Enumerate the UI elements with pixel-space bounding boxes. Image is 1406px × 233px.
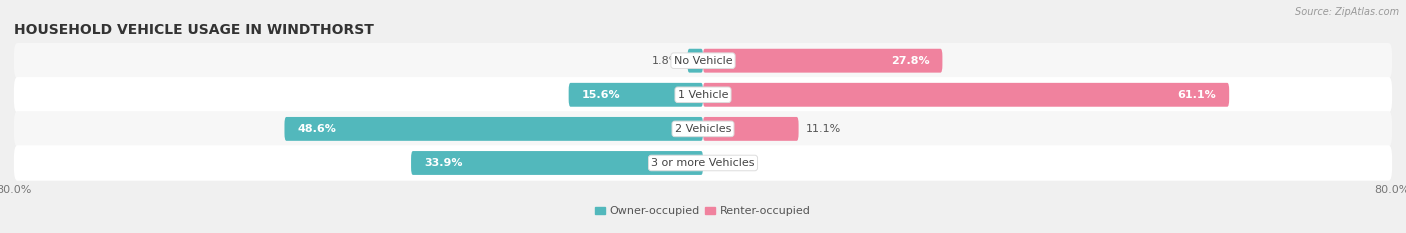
Text: 33.9%: 33.9% — [425, 158, 463, 168]
Text: No Vehicle: No Vehicle — [673, 56, 733, 66]
Text: HOUSEHOLD VEHICLE USAGE IN WINDTHORST: HOUSEHOLD VEHICLE USAGE IN WINDTHORST — [14, 23, 374, 37]
Text: 0.0%: 0.0% — [710, 158, 738, 168]
Text: 61.1%: 61.1% — [1177, 90, 1216, 100]
FancyBboxPatch shape — [14, 43, 1392, 79]
Text: 1 Vehicle: 1 Vehicle — [678, 90, 728, 100]
FancyBboxPatch shape — [703, 49, 942, 73]
Text: Source: ZipAtlas.com: Source: ZipAtlas.com — [1295, 7, 1399, 17]
FancyBboxPatch shape — [284, 117, 703, 141]
FancyBboxPatch shape — [703, 117, 799, 141]
Text: 48.6%: 48.6% — [298, 124, 336, 134]
FancyBboxPatch shape — [703, 83, 1229, 107]
Text: 15.6%: 15.6% — [582, 90, 620, 100]
FancyBboxPatch shape — [14, 111, 1392, 147]
FancyBboxPatch shape — [568, 83, 703, 107]
FancyBboxPatch shape — [688, 49, 703, 73]
Text: 3 or more Vehicles: 3 or more Vehicles — [651, 158, 755, 168]
Text: 11.1%: 11.1% — [806, 124, 841, 134]
Text: 2 Vehicles: 2 Vehicles — [675, 124, 731, 134]
FancyBboxPatch shape — [411, 151, 703, 175]
FancyBboxPatch shape — [14, 77, 1392, 113]
Text: 1.8%: 1.8% — [652, 56, 681, 66]
Text: 27.8%: 27.8% — [891, 56, 929, 66]
Legend: Owner-occupied, Renter-occupied: Owner-occupied, Renter-occupied — [591, 202, 815, 221]
FancyBboxPatch shape — [14, 145, 1392, 181]
